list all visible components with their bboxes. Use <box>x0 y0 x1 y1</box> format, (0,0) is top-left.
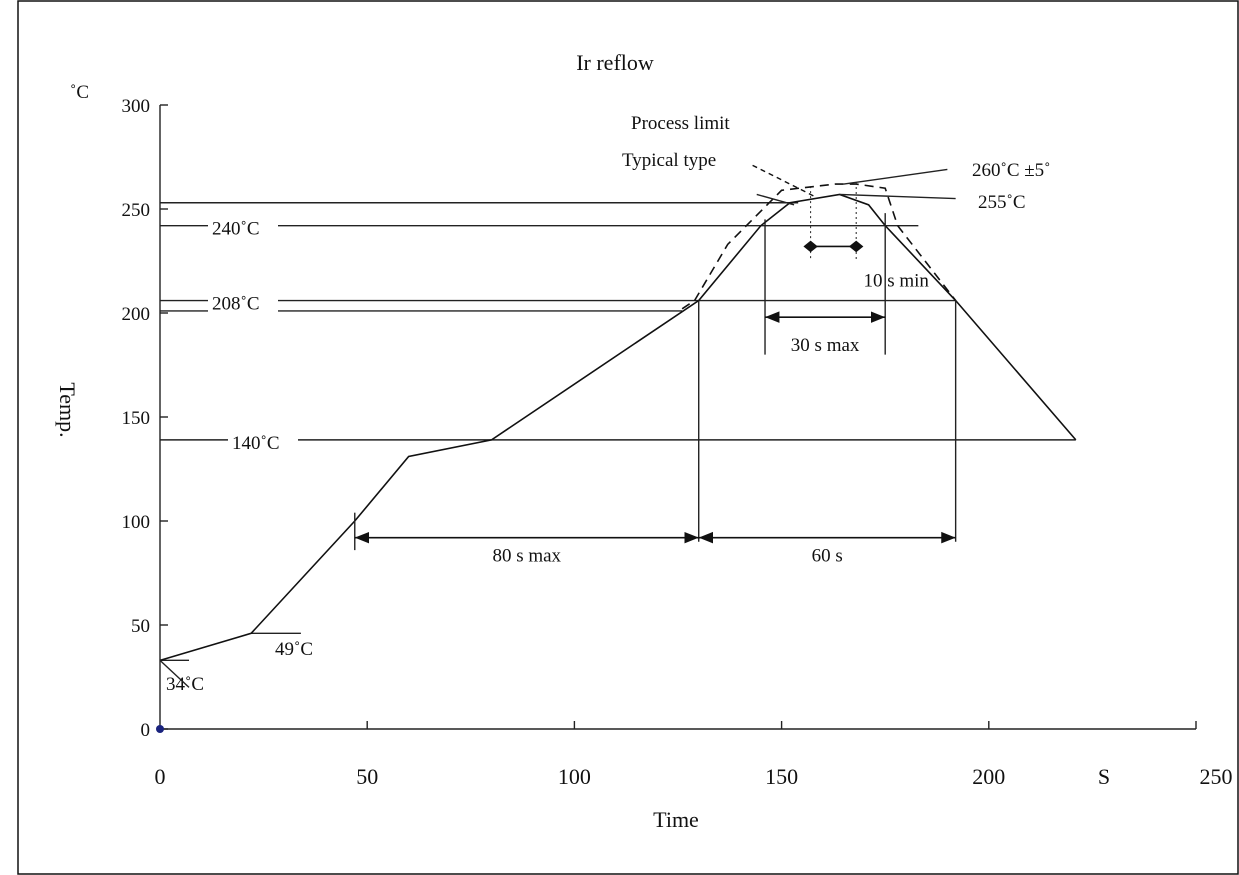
x-tick-label: 50 <box>356 764 378 789</box>
interval-label: 30 s max <box>791 335 860 356</box>
point-label: Typical type <box>622 150 716 171</box>
x-tick-label: 0 <box>155 764 166 789</box>
leader-260 <box>843 168 948 185</box>
y-tick-label: 150 <box>122 408 151 429</box>
x-axis-title: Time <box>653 807 699 832</box>
leader-process-limit <box>752 164 816 198</box>
reference-label: 140˚C <box>232 433 280 454</box>
x-tick-label: 100 <box>558 764 591 789</box>
ref-label-bg <box>228 430 298 453</box>
y-unit-label: ˚C <box>70 82 89 103</box>
origin-marker <box>156 725 164 733</box>
y-tick-label: 0 <box>141 720 151 741</box>
interval-label: 10 s min <box>863 271 929 292</box>
y-tick-label: 300 <box>122 96 151 117</box>
leader-255 <box>839 193 956 200</box>
x-unit-label: S <box>1098 764 1110 789</box>
ref-label-bg <box>208 216 278 239</box>
y-axis-title: Temp. <box>55 382 80 437</box>
point-label: Process limit <box>631 113 730 134</box>
x-tick-label: 150 <box>765 764 798 789</box>
x-tick-label: 200 <box>972 764 1005 789</box>
x-tick-label: 250 <box>1200 764 1233 789</box>
point-label: 49˚C <box>275 639 313 660</box>
typical-profile-curve <box>159 193 1077 662</box>
interval-label: 80 s max <box>492 545 561 566</box>
interval-label: 60 s <box>812 545 843 566</box>
leader-34 <box>159 659 190 688</box>
y-tick-label: 200 <box>122 304 151 325</box>
process-limit-curve <box>681 183 957 310</box>
outer-border <box>17 0 1239 875</box>
leader-typical-type <box>756 193 795 206</box>
reference-label: 240˚C <box>212 219 260 240</box>
y-tick-label: 50 <box>131 616 150 637</box>
chart-title: Ir reflow <box>576 50 654 75</box>
y-tick-label: 250 <box>122 200 151 221</box>
reference-label: 208˚C <box>212 294 260 315</box>
point-label: 255˚C <box>978 192 1026 213</box>
point-label: 260˚C ±5˚ <box>972 160 1051 181</box>
y-tick-label: 100 <box>122 512 151 533</box>
ref-label-bg <box>208 291 278 314</box>
